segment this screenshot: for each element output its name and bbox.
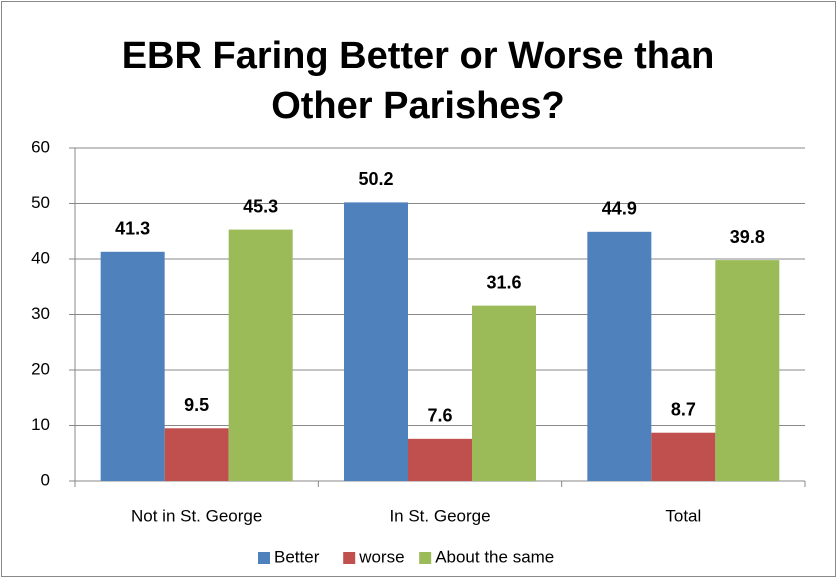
bar <box>715 260 780 481</box>
x-tick-label: In St. George <box>389 506 490 525</box>
legend-label: worse <box>358 547 404 566</box>
y-tick-label: 0 <box>41 470 50 489</box>
legend-swatch <box>343 552 356 564</box>
legend-label: Better <box>274 547 320 566</box>
bar <box>651 432 716 481</box>
bar <box>228 229 293 481</box>
x-tick-label: Total <box>665 506 701 525</box>
value-label: 41.3 <box>115 219 150 239</box>
y-tick-label: 10 <box>31 415 50 434</box>
bar <box>344 202 408 481</box>
y-tick-label: 30 <box>31 304 50 323</box>
value-label: 7.6 <box>427 406 452 426</box>
value-label: 9.5 <box>184 395 209 415</box>
x-tick-label: Not in St. George <box>131 506 262 525</box>
legend-swatch <box>419 552 432 564</box>
chart-title: Other Parishes? <box>271 85 565 127</box>
y-tick-label: 20 <box>31 359 50 378</box>
value-label: 44.9 <box>602 199 637 219</box>
bar <box>587 231 652 481</box>
legend-label: About the same <box>435 547 554 566</box>
bar <box>408 438 472 481</box>
value-label: 39.8 <box>730 227 765 247</box>
y-tick-label: 40 <box>31 248 50 267</box>
bar <box>164 428 229 481</box>
chart-title: EBR Faring Better or Worse than <box>122 35 715 77</box>
bar <box>100 251 165 481</box>
y-tick-label: 60 <box>31 137 50 156</box>
bar <box>472 305 536 481</box>
y-tick-label: 50 <box>31 193 50 212</box>
legend-swatch <box>258 552 270 564</box>
value-label: 45.3 <box>243 196 278 216</box>
value-label: 8.7 <box>671 399 696 419</box>
value-label: 31.6 <box>486 272 521 292</box>
value-label: 50.2 <box>358 169 393 189</box>
